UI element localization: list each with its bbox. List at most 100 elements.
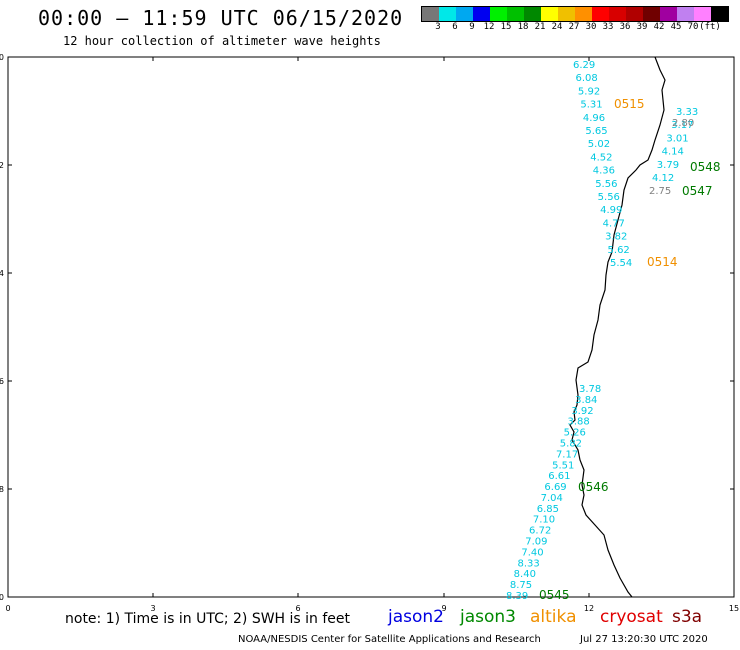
page-title: 00:00 – 11:59 UTC 06/15/2020	[38, 6, 404, 30]
color-swatch	[422, 7, 439, 21]
color-scale-label: 70	[687, 22, 699, 32]
orbit-label-0515: 0515	[614, 97, 645, 111]
orbit-label-0514: 0514	[647, 255, 678, 269]
track-0546-value: 7.04	[541, 493, 563, 504]
color-scale-label: 45	[670, 22, 682, 32]
track-0547-value: 2.75	[649, 186, 671, 197]
legend-jason2: jason2	[388, 607, 444, 627]
track-0515-value: 4.96	[583, 113, 605, 124]
y-tick-label: -14	[0, 269, 4, 278]
y-tick-label: -16	[0, 377, 4, 386]
color-scale-label: 18	[517, 22, 529, 32]
color-swatch	[694, 7, 711, 21]
track-0546-value: 8.75	[510, 580, 532, 591]
x-tick-label: 3	[150, 604, 155, 613]
color-swatch	[643, 7, 660, 21]
track-0546-value: 3.84	[575, 395, 597, 406]
color-scale-label: 9	[469, 22, 475, 32]
track-0546-value: 3.78	[579, 384, 601, 395]
color-swatch	[490, 7, 507, 21]
footer-note: note: 1) Time is in UTC; 2) SWH is in fe…	[65, 611, 351, 627]
track-0548-value: 3.17	[671, 120, 693, 131]
color-swatch	[456, 7, 473, 21]
color-scale-label: 15	[500, 22, 512, 32]
track-0546-value: 3.88	[567, 417, 589, 428]
track-0515-value: 5.02	[588, 139, 610, 150]
track-0546-value: 5.26	[564, 428, 586, 439]
track-0515-value: 5.31	[580, 100, 602, 111]
x-tick-label: 0	[5, 604, 10, 613]
color-swatch	[439, 7, 456, 21]
color-swatch	[524, 7, 541, 21]
track-0548-value: 4.12	[652, 173, 674, 184]
orbit-label-0547: 0547	[682, 184, 713, 198]
x-tick-label: 6	[295, 604, 300, 613]
track-0546-value: 6.85	[537, 504, 559, 515]
color-swatch	[592, 7, 609, 21]
color-scale-label: 39	[636, 22, 648, 32]
track-0515-value: 4.77	[603, 218, 625, 229]
legend-jason3: jason3	[460, 607, 516, 627]
track-0546-value: 6.69	[544, 482, 566, 493]
legend-s3a: s3a	[672, 607, 703, 627]
track-0515-value: 5.56	[595, 179, 617, 190]
color-scale-label: 36	[619, 22, 631, 32]
track-0515-value: 6.29	[573, 60, 595, 71]
color-swatch	[507, 7, 524, 21]
track-0546-value: 8.40	[514, 569, 536, 580]
track-0515-value: 6.08	[575, 73, 597, 84]
track-0515-value: 4.36	[593, 166, 615, 177]
color-swatch	[558, 7, 575, 21]
legend-cryosat: cryosat	[600, 607, 663, 627]
color-scale-label: 21	[534, 22, 546, 32]
y-tick-label: -20	[0, 593, 4, 602]
track-0515-value: 5.65	[585, 126, 607, 137]
x-tick-label: 9	[441, 604, 446, 613]
color-scale-label: 30	[585, 22, 597, 32]
color-swatch	[677, 7, 694, 21]
x-tick-label: 15	[729, 604, 739, 613]
track-0546-value: 5.51	[552, 460, 574, 471]
track-0546-value: 7.40	[521, 547, 543, 558]
color-swatch	[626, 7, 643, 21]
color-scale-label: 33	[602, 22, 614, 32]
color-scale-label: 6	[452, 22, 458, 32]
track-0546-value: 6.72	[529, 526, 551, 537]
y-tick-label: -10	[0, 53, 4, 62]
color-scale-label: 42	[653, 22, 665, 32]
coastline	[569, 56, 666, 598]
y-tick-label: -12	[0, 161, 4, 170]
track-0546-value: 3.92	[571, 406, 593, 417]
orbit-label-0545: 0545	[539, 588, 570, 602]
track-0515-value: 3.82	[605, 232, 627, 243]
footer-timestamp: Jul 27 13:20:30 UTC 2020	[580, 634, 708, 645]
track-0515-value: 5.62	[608, 245, 630, 256]
track-0548-value: 4.14	[662, 147, 684, 158]
track-0546-value: 8.39	[506, 591, 528, 602]
color-swatch	[660, 7, 677, 21]
color-swatch	[575, 7, 592, 21]
track-0548-value: 3.33	[676, 107, 698, 118]
color-swatch	[473, 7, 490, 21]
map-frame	[7, 56, 735, 598]
track-0548-value: 3.01	[666, 133, 688, 144]
track-0546-value: 8.33	[518, 558, 540, 569]
page-subtitle: 12 hour collection of altimeter wave hei…	[63, 34, 381, 48]
color-scale-label: 3	[435, 22, 441, 32]
track-0515-value: 5.92	[578, 86, 600, 97]
track-0515-value: 4.52	[590, 152, 612, 163]
legend-altika: altika	[530, 607, 577, 627]
color-scale-bar	[421, 6, 729, 22]
track-0546-value: 5.82	[560, 438, 582, 449]
track-0515-value: 5.54	[610, 258, 632, 269]
track-0546-value: 7.17	[556, 449, 578, 460]
orbit-label-0548: 0548	[690, 160, 721, 174]
color-swatch	[711, 7, 728, 21]
track-0546-value: 6.61	[548, 471, 570, 482]
track-0515-value: 4.99	[600, 205, 622, 216]
y-tick-label: -18	[0, 485, 4, 494]
x-tick-label: 12	[584, 604, 594, 613]
track-0546-value: 7.09	[525, 537, 547, 548]
track-0547-value: 2.80	[672, 118, 694, 129]
